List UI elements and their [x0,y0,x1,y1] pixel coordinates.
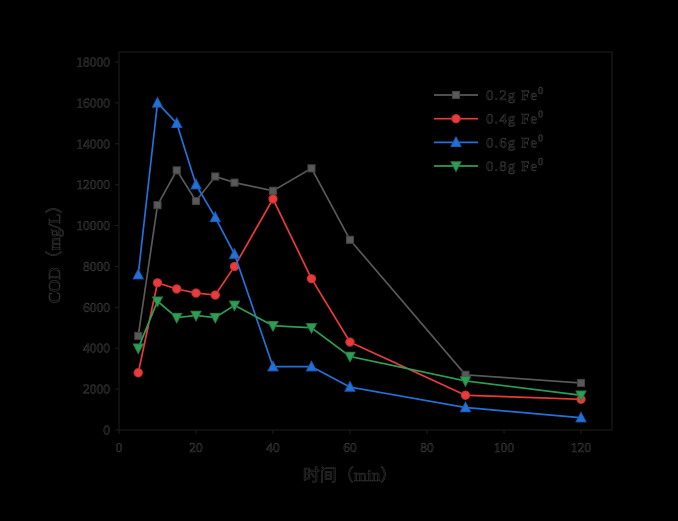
legend-label: 0.8g Fe0 [486,157,544,175]
y-tick-label: 14000 [76,136,110,151]
x-tick-label: 60 [343,440,357,455]
series-0.4g-fe [133,194,586,405]
x-axis-title: 时间（min） [303,466,397,485]
triangle-up-marker [170,116,183,129]
series-line [137,198,582,401]
triangle-up-marker [209,210,222,223]
circle-marker [152,278,163,288]
triangle-up-marker [459,401,472,413]
triangle-down-marker [228,300,241,312]
square-marker [576,378,586,388]
x-tick-label: 100 [494,440,515,455]
y-tick-label: 16000 [76,95,110,110]
triangle-down-marker [170,312,183,325]
triangle-down-marker [209,312,222,325]
square-marker [134,331,143,341]
y-axis-title: COD（mg/L） [45,197,64,304]
triangle-up-marker [267,360,279,372]
circle-marker [133,368,143,378]
square-marker [268,186,278,195]
legend-item-0.2g-fe: 0.2g Fe0 [434,86,544,104]
y-tick-label: 8000 [83,259,110,274]
circle-marker [268,194,278,204]
triangle-up-marker [151,96,164,108]
legend-label: 0.6g Fe0 [486,133,544,151]
x-tick-label: 80 [420,440,434,455]
square-marker [307,164,316,173]
triangle-down-marker [344,351,356,363]
square-marker [345,235,355,244]
circle-marker [451,113,461,124]
triangle-up-marker [305,360,318,372]
y-tick-label: 0 [103,423,110,438]
square-marker [172,166,181,175]
x-tick-label: 20 [189,440,203,455]
y-tick-label: 2000 [83,382,110,397]
legend-label: 0.2g Fe0 [486,86,544,104]
series-0.2g-fe [134,164,586,388]
plot-frame [118,51,613,431]
x-tick-label: 0 [116,440,123,455]
legend: 0.2g Fe0 0.4g Fe0 0.6g Fe0 0.8g Fe0 [434,86,544,175]
square-marker [230,178,239,187]
legend-item-0.8g-fe: 0.8g Fe0 [434,157,544,175]
y-tick-label: 10000 [76,218,110,233]
triangle-down-marker [575,390,587,402]
legend-label: 0.4g Fe0 [486,110,544,128]
square-marker [451,90,461,100]
axes-spines [118,51,613,431]
legend-item-0.4g-fe: 0.4g Fe0 [434,109,544,128]
triangle-down-marker [459,376,472,388]
triangle-down-marker [305,323,318,335]
triangle-down-marker [151,296,164,308]
y-tick-label: 18000 [76,55,110,70]
triangle-down-marker [132,343,145,355]
x-tick-label: 40 [266,440,280,455]
triangle-up-marker [190,178,202,190]
circle-marker [306,274,317,284]
triangle-down-marker [267,321,279,333]
circle-marker [460,390,471,400]
triangle-up-marker [228,247,241,259]
y-tick-label: 6000 [83,300,110,315]
circle-marker [191,288,201,298]
series-line [137,300,582,397]
y-tick-label: 4000 [83,341,110,356]
square-marker [153,201,162,210]
circle-marker [172,284,182,294]
triangle-up-marker [575,411,587,423]
legend-item-0.6g-fe: 0.6g Fe0 [434,133,544,152]
square-marker [191,196,201,206]
data-series [132,96,587,423]
y-tick-label: 12000 [76,177,110,192]
axis-ticks: 0 20 40 60 80 100 120 0 2000 4000 6000 8000 10000 120… [76,54,592,455]
circle-marker [210,290,220,300]
series-0.8g-fe [132,296,587,402]
x-tick-label: 120 [571,440,592,455]
triangle-up-marker [344,380,356,392]
series-0.6g-fe [132,96,587,423]
circle-marker [345,337,355,347]
triangle-down-marker [190,310,202,322]
triangle-up-marker [132,268,145,280]
triangle-up-marker [450,135,462,148]
square-marker [211,172,220,181]
triangle-down-marker [450,161,462,173]
